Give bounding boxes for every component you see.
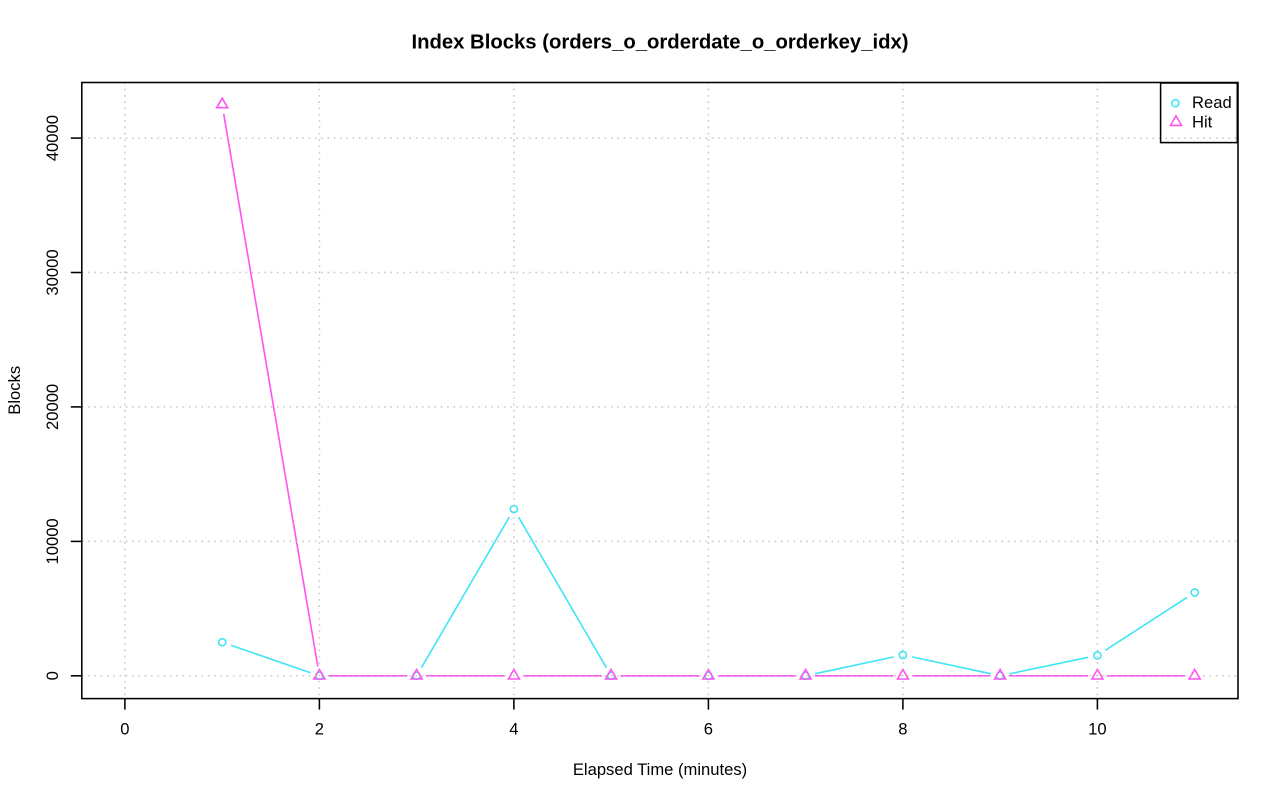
svg-text:20000: 20000 [43, 384, 62, 430]
svg-text:2: 2 [315, 719, 324, 738]
svg-text:6: 6 [704, 719, 713, 738]
svg-text:10000: 10000 [43, 518, 62, 564]
svg-text:30000: 30000 [43, 249, 62, 295]
svg-text:Index Blocks (orders_o_orderda: Index Blocks (orders_o_orderdate_o_order… [411, 32, 908, 54]
svg-text:0: 0 [120, 719, 129, 738]
svg-text:0: 0 [43, 671, 62, 680]
svg-text:Read: Read [1192, 93, 1232, 112]
svg-text:4: 4 [509, 719, 518, 738]
svg-text:40000: 40000 [43, 115, 62, 161]
svg-text:Hit: Hit [1192, 112, 1213, 131]
svg-text:Blocks: Blocks [5, 366, 24, 415]
svg-text:Elapsed Time (minutes): Elapsed Time (minutes) [573, 760, 747, 779]
svg-text:8: 8 [898, 719, 907, 738]
svg-text:10: 10 [1088, 719, 1106, 738]
